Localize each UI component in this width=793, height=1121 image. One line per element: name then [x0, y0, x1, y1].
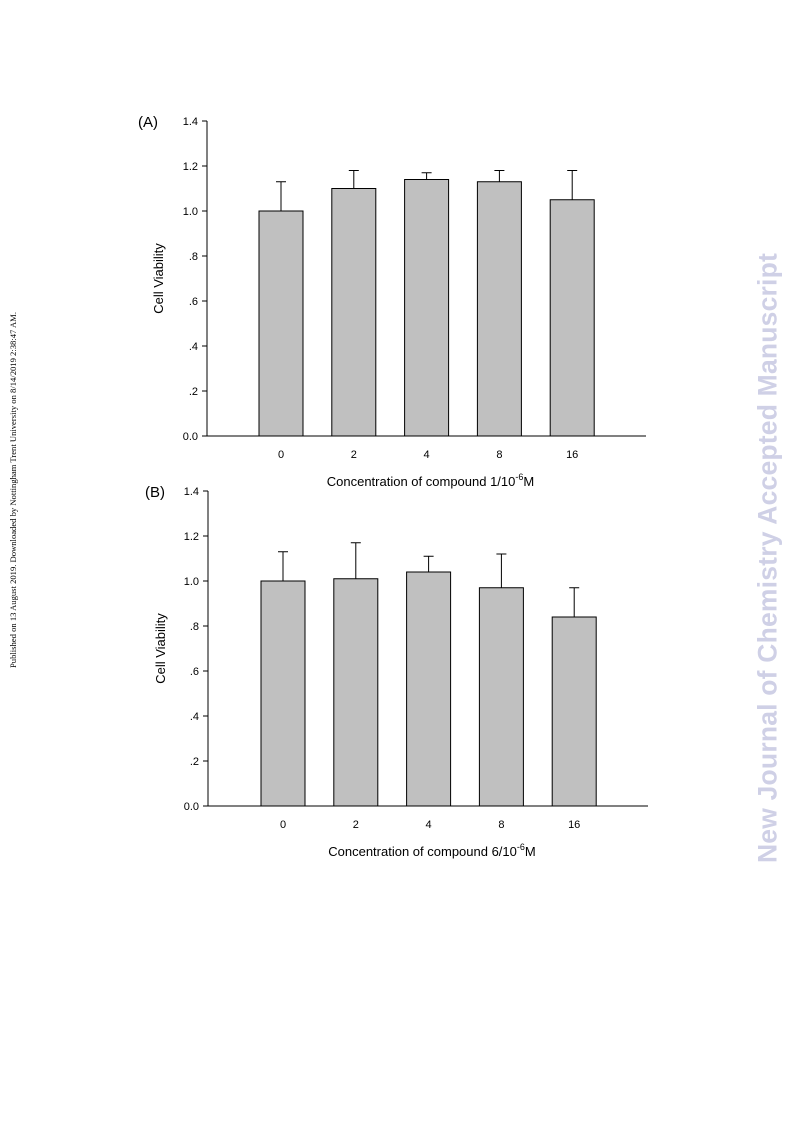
bar-8 [478, 587, 524, 807]
x-tick-label-8: 8 [496, 449, 502, 461]
x-tick-label-2: 2 [353, 819, 359, 831]
y-tick-label: .2 [190, 756, 199, 768]
y-axis-label: Cell Viability [153, 613, 168, 684]
bar-16 [549, 199, 595, 437]
panel-label: (A) [138, 114, 158, 131]
chart-panel-b: (B) 0 2 4 8 16 0.0 .2 .4 .6 .8 1.0 1.2 1.4 Cell Viabil… [145, 484, 648, 859]
y-tick-label: .4 [189, 341, 198, 353]
y-tick-label: 1.0 [184, 576, 199, 588]
y-tick-label: 0.0 [183, 431, 198, 443]
x-tick-label-4: 4 [426, 819, 432, 831]
y-tick-label: 1.4 [183, 116, 198, 128]
panel-label: (B) [145, 484, 165, 501]
bar-8 [476, 181, 522, 437]
x-tick-label-2: 2 [351, 449, 357, 461]
y-tick-label: .6 [190, 666, 199, 678]
x-tick-label-0: 0 [278, 449, 284, 461]
x-axis-label: Concentration of compound 6/10-6M [328, 842, 536, 859]
y-tick-label: 1.2 [183, 161, 198, 173]
bar-2 [331, 188, 377, 437]
y-tick-label: .2 [189, 386, 198, 398]
x-tick-label-16: 16 [568, 819, 580, 831]
y-tick-label: 1.4 [184, 486, 199, 498]
bar-2 [333, 578, 379, 807]
y-tick-label: .8 [189, 251, 198, 263]
y-tick-label: 1.2 [184, 531, 199, 543]
bar-4 [404, 179, 450, 437]
x-tick-label-0: 0 [280, 819, 286, 831]
y-axis-label: Cell Viability [151, 243, 166, 314]
bar-16 [551, 616, 597, 807]
y-tick-label: .4 [190, 711, 199, 723]
chart-panel-a: (A) 0 2 4 8 16 0.0 .2 .4 .6 .8 1.0 1.2 1.4 Cell Viabil… [138, 114, 646, 489]
x-tick-label-4: 4 [424, 449, 430, 461]
bar-0 [258, 210, 304, 437]
bar-0 [260, 580, 306, 807]
bar-4 [406, 571, 452, 807]
y-tick-label: 1.0 [183, 206, 198, 218]
y-tick-label: 0.0 [184, 801, 199, 813]
x-tick-label-16: 16 [566, 449, 578, 461]
x-tick-label-8: 8 [498, 819, 504, 831]
y-tick-label: .6 [189, 296, 198, 308]
y-tick-label: .8 [190, 621, 199, 633]
x-axis-label: Concentration of compound 1/10-6M [327, 472, 535, 489]
